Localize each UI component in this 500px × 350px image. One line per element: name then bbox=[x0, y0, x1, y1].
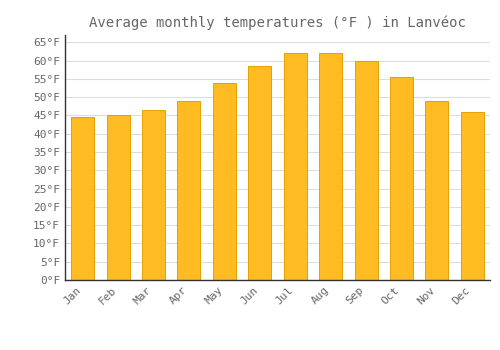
Bar bbox=[426, 101, 448, 280]
Bar bbox=[284, 53, 306, 280]
Bar bbox=[213, 83, 236, 280]
Title: Average monthly temperatures (°F ) in Lanvéoc: Average monthly temperatures (°F ) in La… bbox=[89, 15, 466, 30]
Bar bbox=[461, 112, 484, 280]
Bar bbox=[178, 101, 201, 280]
Bar bbox=[142, 110, 165, 280]
Bar bbox=[390, 77, 413, 280]
Bar bbox=[248, 66, 272, 280]
Bar bbox=[319, 53, 342, 280]
Bar bbox=[106, 116, 130, 280]
Bar bbox=[71, 117, 94, 280]
Bar bbox=[354, 61, 378, 280]
